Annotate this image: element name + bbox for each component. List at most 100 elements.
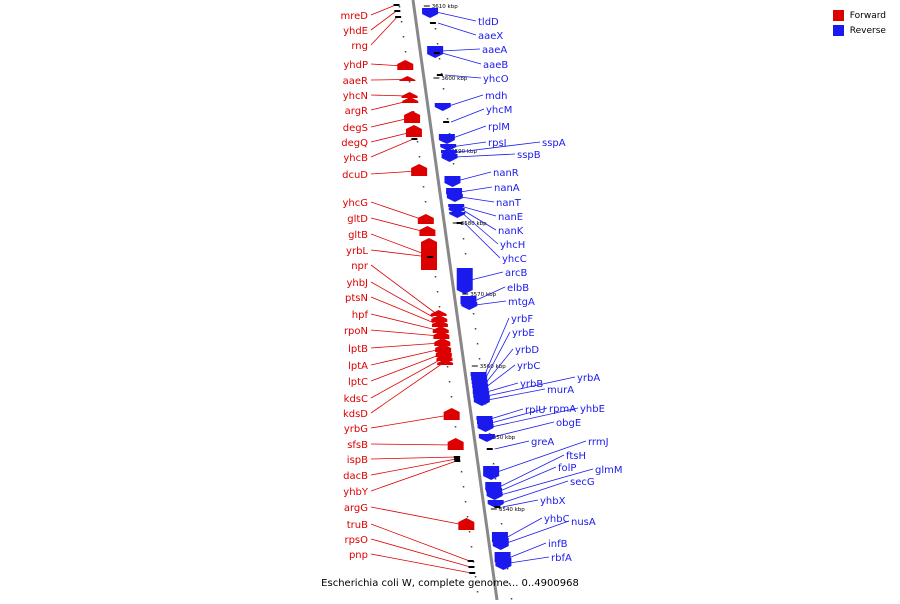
gene-marker-truB [467,560,474,562]
gene-label-aaeR: aaeR [343,76,368,87]
gene-connector [435,11,477,22]
gene-connector [502,499,539,508]
gene-connector [370,94,408,97]
gene-connector [370,313,439,331]
gene-label-rbfA: rbfA [551,553,572,564]
gene-label-ptsN: ptsN [345,293,368,304]
gene-label-rrmJ: rrmJ [588,437,609,448]
gene-marker-rng [395,16,402,18]
gene-label-secG: secG [570,477,595,488]
gene-label-rplU: rplU [525,405,546,416]
position-tick [478,358,481,360]
position-tick [506,568,509,570]
gene-feature-ptsN [431,320,448,327]
position-tick [498,508,501,510]
gene-marker-yhcO [436,74,443,76]
gene-connector [487,388,546,401]
gene-feature-yhcG [417,214,434,224]
legend: Forward Reverse [832,8,886,38]
gene-label-yhdP: yhdP [343,60,368,71]
position-tick [466,516,469,518]
gene-connector [485,348,514,384]
gene-connector [370,414,450,429]
gene-label-lptA: lptA [348,361,368,372]
gene-label-infB: infB [548,539,568,550]
gene-connector [370,79,406,81]
gene-connector [490,408,524,420]
position-tick [474,328,477,330]
scale-label: 3600 kbp [441,76,467,82]
gene-connector [455,153,516,158]
gene-label-lptC: lptC [348,377,368,388]
gene-marker-yhbX [494,506,501,508]
position-tick [454,426,457,428]
gene-label-gltB: gltB [348,230,368,241]
gene-connector [474,286,506,302]
gene-feature-sspA [441,150,457,157]
gene-connector [437,22,477,36]
gene-label-ispB: ispB [347,455,368,466]
gene-connector [370,348,442,366]
position-tick [424,201,427,203]
gene-connector [370,10,397,31]
gene-connector [370,4,396,16]
gene-connector [450,108,485,123]
gene-label-nanT: nanT [496,198,522,209]
position-tick [450,396,453,398]
gene-feature-nanK [448,208,465,214]
gene-connector [460,196,495,203]
gene-connector [454,141,487,147]
gene-feature-rpoN [433,331,450,339]
gene-marker-greA [486,448,493,450]
gene-label-yrbE: yrbE [512,328,535,339]
gene-marker-pnp [469,572,476,574]
position-tick [404,51,407,53]
gene-marker-rpsO [468,566,475,568]
gene-connector [370,296,439,325]
gene-feature-yrbG [443,408,460,420]
scale-label: 3570 kbp [470,292,496,298]
gene-label-dacB: dacB [343,471,368,482]
gene-connector [370,460,457,492]
gene-label-nanR: nanR [493,168,519,179]
gene-connector [491,407,579,428]
gene-connector [499,454,565,488]
gene-label-mtgA: mtgA [508,297,535,308]
gene-connector [458,171,492,181]
gene-label-yrbC: yrbC [517,361,540,372]
gene-label-pnp: pnp [349,550,368,561]
gene-connector [501,480,569,504]
gene-label-nanE: nanE [498,212,523,223]
position-tick [448,381,451,383]
gene-label-yrbA: yrbA [577,373,600,384]
position-tick [462,486,465,488]
gene-label-nanK: nanK [498,226,524,237]
gene-connector [370,16,398,46]
position-tick [464,253,467,255]
gene-feature-kdsD [437,359,454,365]
gene-label-greA: greA [531,437,554,448]
position-tick [492,463,495,465]
gene-label-yhcH: yhcH [500,240,525,251]
gene-label-yhcM: yhcM [486,105,512,116]
position-tick [460,471,463,473]
gene-feature-glmM [486,492,503,500]
gene-connector [454,141,541,153]
gene-marker-yhbY [454,460,461,462]
gene-label-glmM: glmM [595,465,623,476]
gene-label-mdh: mdh [485,91,507,102]
gene-feature-lptA [435,344,452,352]
gene-marker-aaeX [429,22,436,24]
gene-feature-argG [458,518,475,530]
gene-connector [370,353,442,382]
legend-item-forward: Forward [832,8,886,23]
gene-marker-mreD [393,4,400,6]
gene-label-obgE: obgE [556,418,581,429]
gene-connector [463,213,499,245]
scale-label: 3560 kbp [480,364,506,370]
forward-swatch [832,10,844,21]
gene-label-nanA: nanA [494,183,520,194]
position-tick [398,6,401,8]
gene-label-yhbY: yhbY [343,487,369,498]
gene-connector [370,249,430,258]
